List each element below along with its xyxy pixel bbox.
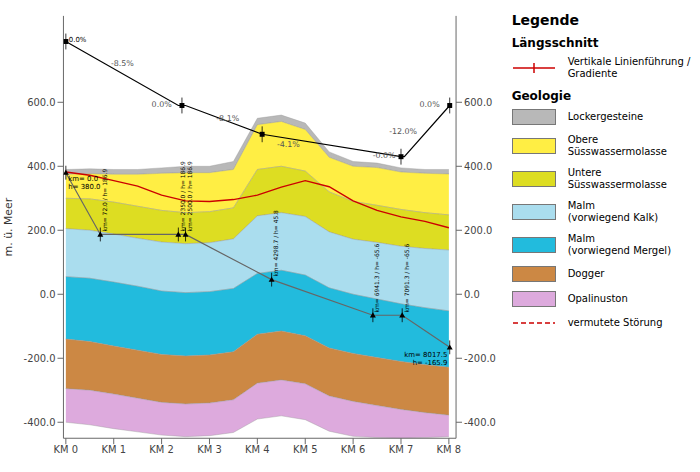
svg-text:-8.5%: -8.5% [111, 59, 134, 68]
svg-text:KM 0: KM 0 [54, 444, 78, 455]
html-text:vermutete Störung: vermutete Störung [567, 317, 663, 328]
svg-text:KM 6: KM 6 [341, 444, 366, 455]
svg-text:-200.0: -200.0 [24, 353, 56, 364]
svg-text:-12.0%: -12.0% [389, 127, 417, 136]
svg-text:0.0%: 0.0% [420, 100, 441, 109]
svg-text:600.0: 600.0 [27, 97, 55, 108]
svg-text:KM 4: KM 4 [245, 444, 269, 455]
svg-text:km= 2500.0 / h= 186.9: km= 2500.0 / h= 186.9 [186, 161, 193, 231]
html-text:Dogger: Dogger [567, 268, 605, 279]
svg-text:km= 6941.3 / h= -65.6: km= 6941.3 / h= -65.6 [373, 244, 380, 313]
svg-text:km= 4298.7 / h= 45.8: km= 4298.7 / h= 45.8 [272, 210, 279, 277]
svg-text:KM 8: KM 8 [437, 444, 462, 455]
svg-text:600.0: 600.0 [464, 97, 492, 108]
svg-text:km= 2350.0 / h= 186.9: km= 2350.0 / h= 186.9 [179, 161, 186, 231]
svg-text:-4.1%: -4.1% [277, 140, 300, 149]
html-text:Längsschnitt: Längsschnitt [511, 36, 599, 50]
svg-text:KM 3: KM 3 [197, 444, 222, 455]
svg-text:-400.0: -400.0 [24, 417, 56, 428]
svg-text:KM 2: KM 2 [149, 444, 174, 455]
svg-text:400.0: 400.0 [27, 161, 55, 172]
html-text:Vertikale Linienführung / Grad: Vertikale Linienführung / Gradiente [567, 56, 691, 79]
svg-text:km= 72.0 / h= 186.9: km= 72.0 / h= 186.9 [101, 169, 108, 232]
svg-text:200.0: 200.0 [464, 225, 492, 236]
svg-text:0.0: 0.0 [40, 289, 56, 300]
svg-text:-200.0: -200.0 [464, 353, 496, 364]
svg-text:-0.0%: -0.0% [373, 151, 396, 160]
svg-text:0.0%: 0.0% [69, 36, 87, 44]
svg-text:KM 1: KM 1 [101, 444, 126, 455]
svg-text:km= 8017.5h= -165.9: km= 8017.5h= -165.9 [404, 351, 447, 367]
svg-text:KM 7: KM 7 [389, 444, 414, 455]
svg-text:km= 0.0h= 380.0: km= 0.0h= 380.0 [68, 175, 100, 191]
html-text:Obere Süsswassermolasse: Obere Süsswassermolasse [567, 134, 667, 157]
html-text:Untere Süsswassermolasse: Untere Süsswassermolasse [567, 167, 667, 190]
html-text:Opalinuston: Opalinuston [567, 293, 628, 304]
svg-text:400.0: 400.0 [464, 161, 492, 172]
html-text:Legende: Legende [511, 12, 579, 28]
svg-text:m. ü. Meer: m. ü. Meer [8, 197, 15, 256]
html-text:Malm (vorwiegend Mergel): Malm (vorwiegend Mergel) [567, 233, 671, 256]
html-text:Lockergesteine: Lockergesteine [567, 111, 644, 122]
html-text:Malm (vorwiegend Kalk): Malm (vorwiegend Kalk) [567, 200, 659, 223]
svg-text:-400.0: -400.0 [464, 417, 496, 428]
html-text:Geologie: Geologie [511, 89, 572, 103]
svg-text:-8.1%: -8.1% [216, 114, 239, 123]
svg-text:0.0: 0.0 [464, 289, 480, 300]
svg-text:0.0%: 0.0% [152, 100, 173, 109]
svg-text:200.0: 200.0 [27, 225, 55, 236]
svg-text:km= 7091.3 / h= -65.6: km= 7091.3 / h= -65.6 [403, 244, 410, 313]
svg-text:KM 5: KM 5 [293, 444, 318, 455]
